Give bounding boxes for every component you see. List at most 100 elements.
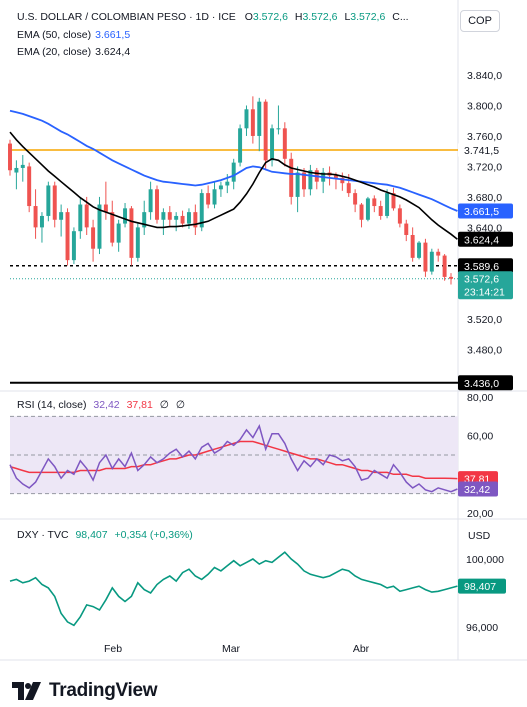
candle-body bbox=[103, 204, 108, 213]
candle-body bbox=[365, 198, 370, 220]
ema20-label: EMA (20, close) bbox=[17, 46, 92, 58]
candle-body bbox=[436, 251, 441, 256]
candle bbox=[436, 248, 441, 262]
dxy-change: +0,354 (+0,36%) bbox=[114, 529, 193, 541]
dxy-currency-label[interactable]: USD bbox=[468, 530, 491, 542]
candle-body bbox=[193, 212, 198, 228]
ohlc-high-label: H bbox=[294, 11, 303, 23]
candle bbox=[33, 189, 38, 239]
candle-body bbox=[410, 235, 415, 258]
ema20-legend[interactable]: EMA (20, close) 3.624,4 bbox=[17, 46, 130, 58]
candle-body bbox=[199, 193, 204, 228]
black-line-tag-bg bbox=[458, 375, 513, 391]
rsi-tag-bg bbox=[458, 481, 498, 497]
candle-body bbox=[353, 193, 358, 205]
price-tick-label: 3.720,0 bbox=[467, 161, 502, 173]
candle-body bbox=[244, 109, 249, 129]
candle-body bbox=[250, 109, 255, 136]
candle-body bbox=[308, 170, 313, 190]
candle-body bbox=[257, 101, 262, 136]
candle-body bbox=[78, 204, 83, 232]
candle bbox=[14, 160, 19, 190]
candle bbox=[206, 185, 211, 209]
candle-body bbox=[340, 177, 345, 184]
main-legend-title-row: U.S. DOLLAR / COLOMBIAN PESO · 1D · ICE … bbox=[17, 11, 409, 23]
candle-body bbox=[282, 128, 287, 159]
candle-body bbox=[142, 212, 147, 228]
candle-body bbox=[423, 242, 428, 272]
rsi-tag-text: 32,42 bbox=[464, 484, 490, 496]
tradingview-logo[interactable]: TradingView bbox=[12, 680, 158, 702]
candle-body bbox=[391, 193, 396, 209]
candle-body bbox=[52, 185, 57, 220]
candle bbox=[180, 210, 185, 228]
candle bbox=[250, 96, 255, 144]
candle bbox=[218, 181, 223, 197]
candle-body bbox=[186, 212, 191, 224]
symbol-title: U.S. DOLLAR / COLOMBIAN PESO · 1D · ICE bbox=[17, 11, 236, 23]
candle bbox=[404, 219, 409, 242]
candle bbox=[78, 196, 83, 239]
candle-body bbox=[417, 242, 422, 258]
candle-body bbox=[65, 212, 70, 261]
candle bbox=[167, 206, 172, 228]
ema50-tag: 3.661,5 bbox=[458, 203, 513, 219]
candle-body bbox=[59, 212, 64, 220]
candle bbox=[20, 155, 25, 182]
candle bbox=[8, 139, 12, 176]
tradingview-logo-icon bbox=[12, 682, 41, 700]
candle-body bbox=[378, 206, 383, 216]
candle bbox=[199, 189, 204, 232]
price-tick-label: 3.640,0 bbox=[467, 222, 502, 234]
candle-body bbox=[429, 251, 434, 272]
candle-body bbox=[238, 128, 243, 163]
candle-body bbox=[225, 181, 230, 186]
ema50-line bbox=[9, 109, 458, 212]
candle bbox=[257, 97, 262, 152]
dxy-tag-text: 98,407 bbox=[464, 581, 496, 593]
candle bbox=[129, 206, 134, 266]
last-price-tag-bg bbox=[458, 271, 513, 300]
ema20-line bbox=[9, 131, 458, 240]
candle bbox=[84, 196, 89, 235]
dotted-line-tag: 3.589,6 bbox=[458, 258, 513, 274]
price-tick-label: 3.520,0 bbox=[467, 314, 502, 326]
candle-body bbox=[8, 143, 12, 171]
candle bbox=[302, 167, 306, 197]
candle bbox=[161, 208, 166, 235]
ema50-legend[interactable]: EMA (50, close) 3.661,5 bbox=[17, 29, 130, 41]
rsi-tick-label: 60,00 bbox=[467, 431, 493, 443]
ema50-tag-text: 3.661,5 bbox=[464, 206, 499, 218]
candle bbox=[174, 212, 179, 232]
rsi-empty-2: ∅ bbox=[175, 399, 186, 411]
dxy-legend[interactable]: DXY · TVC 98,407 +0,354 (+0,36%) bbox=[17, 529, 193, 541]
candle bbox=[263, 99, 268, 171]
candle bbox=[372, 195, 377, 213]
last-price-tag-text: 3.572,6 bbox=[464, 274, 499, 286]
black-line-tag: 3.436,0 bbox=[458, 375, 513, 391]
candle bbox=[155, 185, 159, 224]
candle-body bbox=[206, 193, 211, 205]
candle bbox=[148, 181, 153, 220]
time-tick-label: Abr bbox=[353, 643, 370, 655]
candle bbox=[397, 204, 402, 228]
candle-body bbox=[174, 215, 179, 220]
candle-body bbox=[333, 175, 338, 178]
candle-body bbox=[218, 185, 223, 190]
dxy-line bbox=[9, 551, 458, 627]
ohlc-close-label: C... bbox=[392, 11, 409, 23]
ema20-tag-bg bbox=[458, 231, 513, 247]
main-pane: 3.520,0 3.480,0 3.640,0 3.680,0 3.720,0 3.760… bbox=[8, 70, 513, 391]
rsi-legend[interactable]: RSI (14, close) 32,42 37,81 ∅ ∅ bbox=[17, 399, 185, 411]
candle-body bbox=[161, 212, 166, 220]
price-tick-label: 3.760,0 bbox=[467, 131, 502, 143]
candle-body bbox=[14, 167, 19, 173]
candle-body bbox=[27, 166, 32, 207]
currency-button[interactable]: COP bbox=[460, 10, 500, 32]
candle bbox=[365, 196, 370, 222]
price-tick-label: 3.480,0 bbox=[467, 344, 502, 356]
orange-line-tag-text: 3.741,5 bbox=[464, 145, 499, 157]
candle-body bbox=[289, 158, 294, 197]
